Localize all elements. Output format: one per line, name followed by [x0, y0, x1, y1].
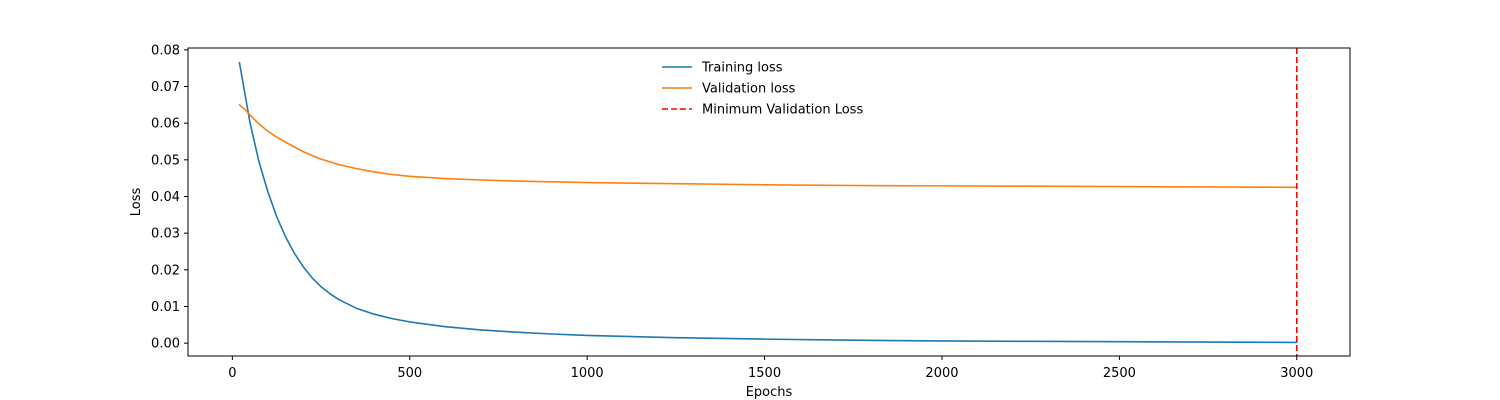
x-tick-label: 2500 [1103, 366, 1136, 381]
y-tick-label: 0.01 [151, 300, 180, 315]
x-tick-label: 2000 [925, 366, 958, 381]
series-line-validation-loss [238, 104, 1298, 189]
y-tick-label: 0.03 [151, 227, 180, 242]
y-axis-label: Loss [129, 188, 144, 217]
y-tick-label: 0.04 [151, 190, 180, 205]
y-axis-ticks: 0.00 0.01 0.02 0.03 0.04 0.05 0.06 0.07 0.08 [151, 43, 188, 352]
x-tick-label: 1000 [571, 366, 604, 381]
y-tick-label: 0.08 [151, 43, 180, 58]
y-tick-label: 0.07 [151, 80, 180, 95]
legend-label: Minimum Validation Loss [702, 103, 863, 118]
legend: Training loss Validation loss Minimum Vali… [662, 61, 863, 118]
y-tick-label: 0.02 [151, 263, 180, 278]
x-tick-label: 1500 [748, 366, 781, 381]
legend-label: Training loss [701, 61, 783, 76]
plot-marks [238, 48, 1298, 356]
x-axis-ticks: 0 500 1000 1500 2000 2500 3000 [228, 356, 1313, 381]
x-tick-label: 3000 [1280, 366, 1313, 381]
series-line-training-loss [238, 61, 1298, 344]
x-axis-label: Epochs [746, 385, 793, 400]
y-tick-label: 0.05 [151, 153, 180, 168]
axes-frame [187, 47, 1351, 357]
y-tick-label: 0.06 [151, 117, 180, 132]
x-tick-label: 500 [397, 366, 422, 381]
legend-label: Validation loss [702, 82, 796, 97]
x-tick-label: 0 [228, 366, 236, 381]
y-tick-label: 0.00 [151, 337, 180, 352]
